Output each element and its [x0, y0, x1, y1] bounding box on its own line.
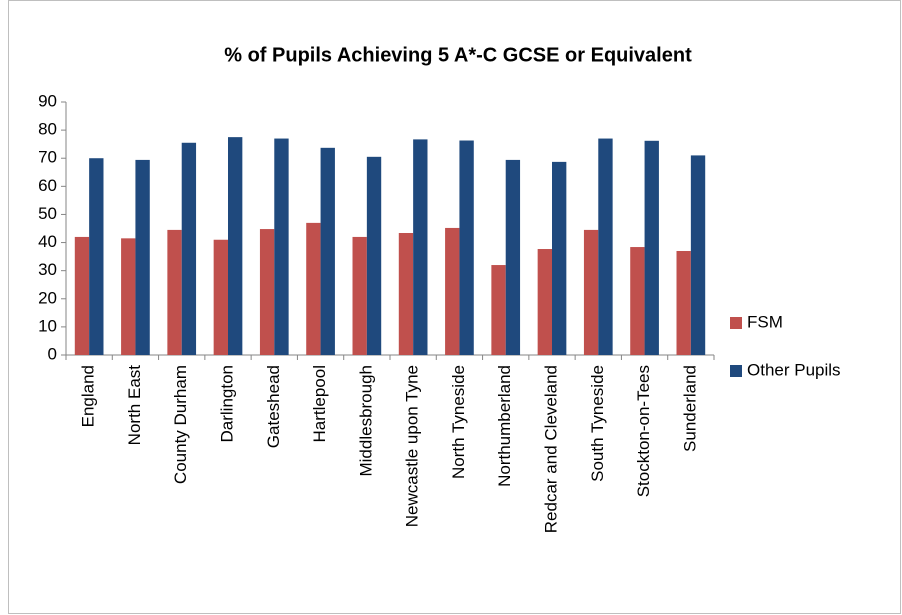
- x-tick-label: Stockton-on-Tees: [634, 365, 653, 497]
- legend-swatch: [730, 365, 742, 377]
- y-tick-label: 90: [38, 91, 57, 110]
- bar: [398, 232, 414, 355]
- x-tick-label: Northumberland: [495, 365, 514, 487]
- bar: [352, 236, 367, 355]
- bar: [274, 138, 289, 355]
- bar: [598, 138, 613, 355]
- x-tick-label: Newcastle upon Tyne: [403, 365, 422, 527]
- bar: [259, 229, 275, 355]
- x-tick-label: Hartlepool: [310, 365, 329, 443]
- y-tick-label: 50: [38, 204, 57, 223]
- y-tick-label: 0: [48, 344, 57, 363]
- y-tick-label: 80: [38, 120, 57, 139]
- bar: [676, 250, 691, 355]
- bar: [491, 265, 506, 355]
- y-tick-label: 10: [38, 316, 57, 335]
- x-tick-label: Darlington: [217, 365, 236, 443]
- x-tick-label: North Tyneside: [449, 365, 468, 479]
- bar: [74, 236, 90, 355]
- chart-title: % of Pupils Achieving 5 A*-C GCSE or Equ…: [224, 44, 692, 66]
- bar: [213, 239, 228, 355]
- bar: [690, 155, 706, 355]
- y-tick-label: 20: [38, 288, 57, 307]
- bar: [167, 229, 182, 355]
- x-tick-label: Redcar and Cleveland: [541, 365, 560, 533]
- x-tick-label: South Tyneside: [588, 365, 607, 482]
- bar: [121, 238, 136, 355]
- bar: [459, 140, 474, 355]
- y-tick-label: 70: [38, 148, 57, 167]
- x-tick-label: Gateshead: [264, 365, 283, 448]
- x-tick-label: North East: [125, 365, 144, 446]
- bar: [306, 222, 321, 355]
- x-tick-label: County Durham: [171, 365, 190, 484]
- bar: [413, 139, 428, 355]
- x-tick-label: Sunderland: [680, 365, 699, 452]
- bar: [552, 161, 567, 355]
- bar: [505, 159, 521, 355]
- bar: [228, 137, 243, 355]
- bar: [644, 140, 659, 355]
- bar: [135, 159, 150, 355]
- bar: [583, 229, 599, 355]
- x-tick-label: England: [79, 365, 98, 427]
- y-tick-label: 60: [38, 176, 57, 195]
- y-tick-label: 30: [38, 260, 57, 279]
- bar: [445, 227, 460, 355]
- legend-label: Other Pupils: [747, 360, 841, 379]
- bar: [89, 158, 104, 355]
- y-tick-label: 40: [38, 232, 57, 251]
- bar: [320, 147, 335, 355]
- bar: [630, 247, 645, 355]
- bar: [181, 142, 197, 355]
- bar: [366, 156, 382, 355]
- x-tick-label: Middlesbrough: [356, 365, 375, 477]
- legend-swatch: [730, 317, 742, 329]
- bar: [537, 249, 552, 355]
- legend-label: FSM: [747, 312, 783, 331]
